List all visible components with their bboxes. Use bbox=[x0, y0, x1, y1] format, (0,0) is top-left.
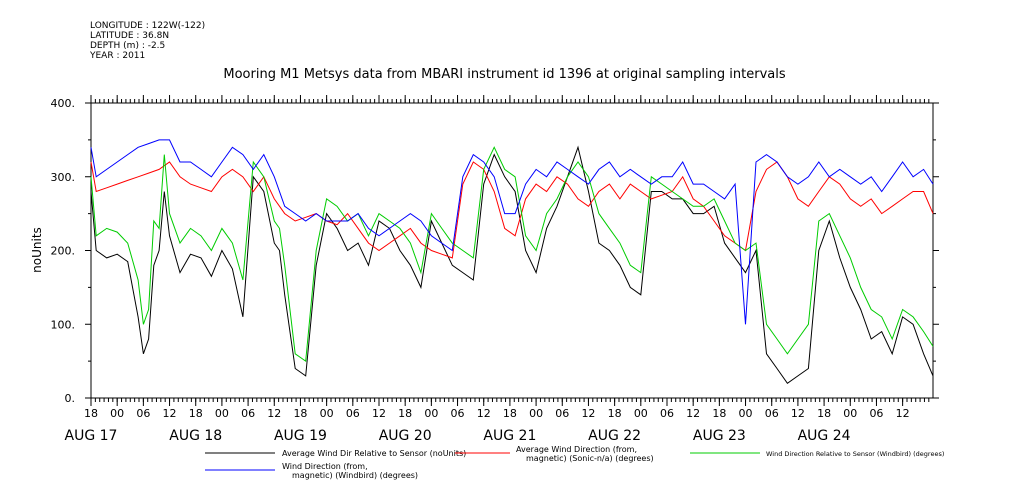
x-tick-label: 18 bbox=[398, 407, 412, 420]
x-tick-label: 18 bbox=[189, 407, 203, 420]
date-label: AUG 21 bbox=[483, 428, 536, 444]
date-label: AUG 23 bbox=[693, 428, 746, 444]
x-tick-label: 12 bbox=[686, 407, 700, 420]
y-tick-label: 300. bbox=[51, 171, 76, 184]
x-tick-label: 00 bbox=[215, 407, 229, 420]
legend-label-2-cont: magnetic) (Sonic-n/a) (degrees) bbox=[526, 454, 654, 463]
plot-frame bbox=[90, 102, 934, 399]
x-tick-label: 12 bbox=[791, 407, 805, 420]
series-line-4 bbox=[90, 139, 934, 325]
x-tick-label: 12 bbox=[896, 407, 910, 420]
x-tick-label: 06 bbox=[136, 407, 150, 420]
date-label: AUG 18 bbox=[169, 428, 222, 444]
x-tick-label: 00 bbox=[320, 407, 334, 420]
x-tick-label: 06 bbox=[555, 407, 569, 420]
x-tick-label: 18 bbox=[712, 407, 726, 420]
x-tick-label: 06 bbox=[765, 407, 779, 420]
chart-title: Mooring M1 Metsys data from MBARI instru… bbox=[223, 67, 786, 82]
date-label: AUG 20 bbox=[379, 428, 432, 444]
legend-label-4: Wind Direction (from, bbox=[282, 462, 368, 471]
x-tick-label: 18 bbox=[503, 407, 517, 420]
legend: Average Wind Dir Relative to Sensor (noU… bbox=[205, 445, 944, 480]
depth-label: DEPTH (m) : -2.5 bbox=[90, 41, 166, 51]
x-tick-label: 06 bbox=[241, 407, 255, 420]
legend-label-2: Average Wind Direction (from, bbox=[516, 445, 637, 454]
x-tick-label: 12 bbox=[477, 407, 491, 420]
year-label: YEAR : 2011 bbox=[90, 51, 146, 61]
longitude-label: LONGITUDE : 122W(-122) bbox=[90, 21, 206, 31]
x-tick-label: 12 bbox=[163, 407, 177, 420]
date-label: AUG 24 bbox=[798, 428, 851, 444]
date-label: AUG 17 bbox=[65, 428, 118, 444]
x-tick-label: 00 bbox=[424, 407, 438, 420]
x-tick-label: 00 bbox=[529, 407, 543, 420]
legend-label-1: Average Wind Dir Relative to Sensor (noU… bbox=[282, 449, 466, 458]
metadata-block: LONGITUDE : 122W(-122) LATITUDE : 36.8N … bbox=[90, 21, 205, 61]
x-tick-label: 06 bbox=[451, 407, 465, 420]
x-tick-label: 18 bbox=[293, 407, 307, 420]
axes: 0. 100. 200. 300. 400. noUnits 18 00 06 12 18 00 06 1… bbox=[30, 95, 939, 444]
x-tick-label: 06 bbox=[869, 407, 883, 420]
series-line-3 bbox=[90, 146, 934, 362]
y-tick-label: 0. bbox=[65, 392, 76, 405]
x-tick-label: 12 bbox=[372, 407, 386, 420]
series-line-2 bbox=[90, 161, 934, 259]
date-label: AUG 19 bbox=[274, 428, 327, 444]
legend-label-3: Wind Direction Relative to Sensor (Windb… bbox=[766, 450, 944, 458]
y-tick-label: 400. bbox=[51, 97, 76, 110]
plot-area bbox=[90, 139, 934, 384]
x-tick-label: 18 bbox=[817, 407, 831, 420]
y-tick-label: 200. bbox=[51, 245, 76, 258]
legend-label-4-cont: magnetic) (Windbird) (degrees) bbox=[292, 471, 418, 480]
date-label: AUG 22 bbox=[588, 428, 641, 444]
y-tick-label: 100. bbox=[51, 318, 76, 331]
x-tick-label: 00 bbox=[739, 407, 753, 420]
x-tick-label: 06 bbox=[346, 407, 360, 420]
x-tick-label: 18 bbox=[84, 407, 98, 420]
latitude-label: LATITUDE : 36.8N bbox=[90, 31, 170, 41]
y-axis-label: noUnits bbox=[30, 227, 44, 273]
x-tick-label: 18 bbox=[608, 407, 622, 420]
x-tick-label: 00 bbox=[843, 407, 857, 420]
x-tick-label: 06 bbox=[660, 407, 674, 420]
x-tick-label: 00 bbox=[110, 407, 124, 420]
x-tick-label: 00 bbox=[634, 407, 648, 420]
x-tick-label: 12 bbox=[267, 407, 281, 420]
x-tick-label: 12 bbox=[581, 407, 595, 420]
